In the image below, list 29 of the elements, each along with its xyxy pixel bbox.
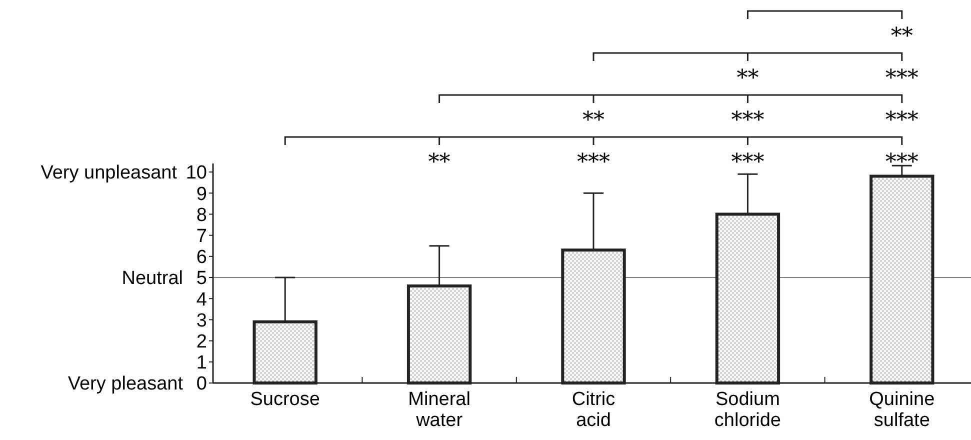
x-tick-label: Sodium chloride [714, 389, 781, 431]
y-tick-label: 0 [196, 374, 207, 395]
text: ** [736, 66, 759, 91]
x-tick-label: Sucrose [250, 389, 320, 410]
y-tick-label: 5 [196, 268, 207, 290]
annotation: *** [577, 150, 610, 175]
y-tick-label: 4 [196, 289, 208, 310]
text: Very unpleasant [40, 162, 178, 184]
x-tick-label: Mineral water [408, 389, 470, 431]
annotation: *** [885, 150, 918, 175]
annotation: ** [428, 150, 450, 175]
y-tick-label: 9 [196, 184, 207, 205]
x-tick-label: Quinine sulfate [869, 389, 935, 431]
y-tick-label: 3 [196, 310, 207, 332]
y-tick-label: 10 [186, 162, 207, 184]
text: ** [582, 108, 604, 133]
x-tick-label: Citric acid [572, 389, 616, 431]
ref-line-label: Neutral [122, 268, 183, 290]
text: *** [885, 66, 918, 91]
text: ** [890, 24, 913, 49]
y-tick-label: 8 [196, 204, 207, 226]
text: Very pleasant [68, 374, 184, 395]
text: *** [885, 108, 918, 133]
y-tick-label: 2 [196, 331, 207, 352]
y-tick-label: 7 [196, 226, 207, 247]
annotation: *** [731, 150, 764, 175]
text: *** [731, 108, 764, 133]
y-tick-label: 1 [196, 352, 207, 374]
y-tick-label: 6 [196, 247, 207, 268]
